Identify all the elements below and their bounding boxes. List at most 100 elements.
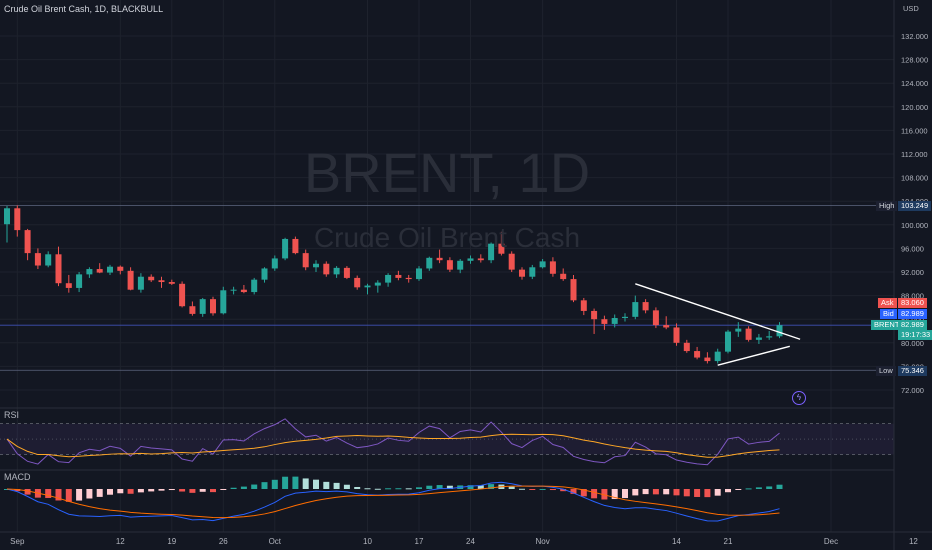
candle-body bbox=[323, 263, 330, 275]
macd-histogram-bar bbox=[683, 489, 690, 497]
lightning-icon[interactable]: ϟ bbox=[792, 391, 806, 405]
macd-histogram-bar bbox=[282, 476, 289, 489]
candle-body bbox=[508, 253, 515, 270]
candle-body bbox=[374, 282, 381, 286]
macd-histogram-bar bbox=[632, 489, 639, 496]
upper-trendline bbox=[635, 283, 801, 340]
candle-body bbox=[14, 208, 21, 231]
macd-pane: 0.00−2.000 bbox=[0, 469, 932, 522]
candle-body bbox=[642, 302, 649, 311]
last-price-value: 82.989 bbox=[898, 320, 927, 330]
rsi-pane: 75.0050.0025.00 bbox=[0, 407, 932, 466]
price-axis-bg bbox=[894, 0, 932, 550]
ask-label: Ask bbox=[878, 298, 897, 308]
low-value: 75.346 bbox=[898, 366, 927, 376]
candle-body bbox=[539, 261, 546, 268]
price-tick-label: 88.000 bbox=[901, 292, 924, 301]
candle-body bbox=[55, 254, 62, 284]
candle-body bbox=[694, 351, 701, 358]
candle-body bbox=[580, 300, 587, 311]
triangle-drawing[interactable] bbox=[635, 283, 801, 366]
macd-histogram-bar bbox=[549, 489, 556, 491]
candle-body bbox=[24, 230, 31, 254]
time-tick-label: Oct bbox=[269, 537, 282, 546]
macd-histogram-bar bbox=[333, 482, 340, 489]
macd-histogram-bar bbox=[508, 486, 515, 489]
candle-body bbox=[477, 258, 484, 261]
price-axis[interactable]: 72.00076.00080.00084.00088.00092.00096.0… bbox=[893, 0, 932, 550]
macd-histogram-bar bbox=[45, 489, 52, 498]
candle-body bbox=[117, 266, 124, 271]
price-tick-label: 84.000 bbox=[901, 315, 924, 324]
macd-histogram-bar bbox=[622, 489, 628, 499]
candle-body bbox=[302, 253, 309, 268]
price-tick-label: 116.000 bbox=[901, 126, 928, 135]
bar-countdown: 19:17:33 bbox=[898, 330, 932, 340]
candle-body bbox=[168, 282, 175, 284]
time-axis[interactable]: Sep121926Oct101724Nov1421Dec1219262023 bbox=[0, 531, 932, 546]
time-tick-label: 19 bbox=[167, 537, 176, 546]
time-tick-label: 10 bbox=[363, 537, 372, 546]
macd-histogram-bar bbox=[189, 489, 196, 493]
macd-histogram-bar bbox=[642, 489, 649, 495]
price-tick-label: 112.000 bbox=[901, 150, 928, 159]
candle-body bbox=[446, 260, 453, 270]
candle-body bbox=[76, 274, 83, 288]
macd-histogram-bar bbox=[323, 481, 330, 489]
price-tick-label: 92.000 bbox=[901, 268, 924, 277]
lower-trendline bbox=[717, 345, 790, 366]
candle-body bbox=[673, 327, 680, 343]
macd-histogram-bar bbox=[271, 479, 278, 489]
time-tick-label: 21 bbox=[724, 537, 733, 546]
macd-histogram-bar bbox=[560, 489, 567, 492]
candle-body bbox=[652, 310, 659, 326]
time-tick-label: 14 bbox=[672, 537, 681, 546]
bid-label: Bid bbox=[880, 309, 897, 319]
time-tick-label: 24 bbox=[466, 537, 475, 546]
macd-histogram-bar bbox=[96, 489, 103, 497]
macd-histogram-bar bbox=[704, 489, 711, 498]
macd-histogram-bar bbox=[230, 487, 237, 489]
macd-histogram-bar bbox=[55, 489, 62, 501]
candle-body bbox=[313, 263, 319, 268]
price-tick-label: 128.000 bbox=[901, 56, 928, 65]
macd-histogram-bar bbox=[436, 485, 443, 489]
macd-histogram-bar bbox=[199, 489, 206, 492]
candle-body bbox=[4, 208, 10, 225]
candle-body bbox=[271, 258, 278, 269]
macd-histogram-bar bbox=[694, 489, 701, 497]
candle-body bbox=[343, 267, 350, 278]
watermark-description: Crude Oil Brent Cash bbox=[313, 222, 581, 253]
price-tick-label: 80.000 bbox=[901, 339, 924, 348]
candle-body bbox=[632, 302, 639, 317]
candle-body bbox=[292, 238, 299, 254]
macd-histogram-bar bbox=[663, 489, 670, 495]
macd-histogram-bar bbox=[766, 486, 773, 489]
candle-body bbox=[333, 267, 340, 275]
candle-body bbox=[148, 276, 155, 281]
rsi-title: RSI bbox=[4, 410, 20, 420]
candle-body bbox=[354, 277, 361, 288]
macd-histogram-bar bbox=[488, 484, 495, 489]
macd-histogram-bar bbox=[416, 487, 422, 489]
candle-body bbox=[488, 243, 495, 261]
candle-body bbox=[199, 299, 206, 314]
candle-body bbox=[560, 273, 567, 280]
candle-body bbox=[570, 279, 577, 301]
macd-histogram-bar bbox=[467, 485, 474, 489]
candle-body bbox=[282, 238, 289, 259]
high-value: 103.249 bbox=[898, 201, 932, 211]
candle-body bbox=[158, 280, 165, 283]
macd-histogram-bar bbox=[127, 489, 134, 494]
macd-histogram-bar bbox=[24, 489, 31, 495]
macd-histogram-bar bbox=[179, 489, 186, 492]
macd-histogram-bar bbox=[519, 488, 525, 490]
candle-body bbox=[663, 325, 670, 328]
macd-histogram-bar bbox=[529, 489, 536, 490]
candle-body bbox=[240, 289, 247, 293]
macd-histogram-bar bbox=[580, 489, 587, 497]
macd-histogram-bar bbox=[673, 489, 680, 496]
macd-histogram-bar bbox=[745, 488, 752, 490]
macd-histogram-bar bbox=[601, 489, 608, 500]
